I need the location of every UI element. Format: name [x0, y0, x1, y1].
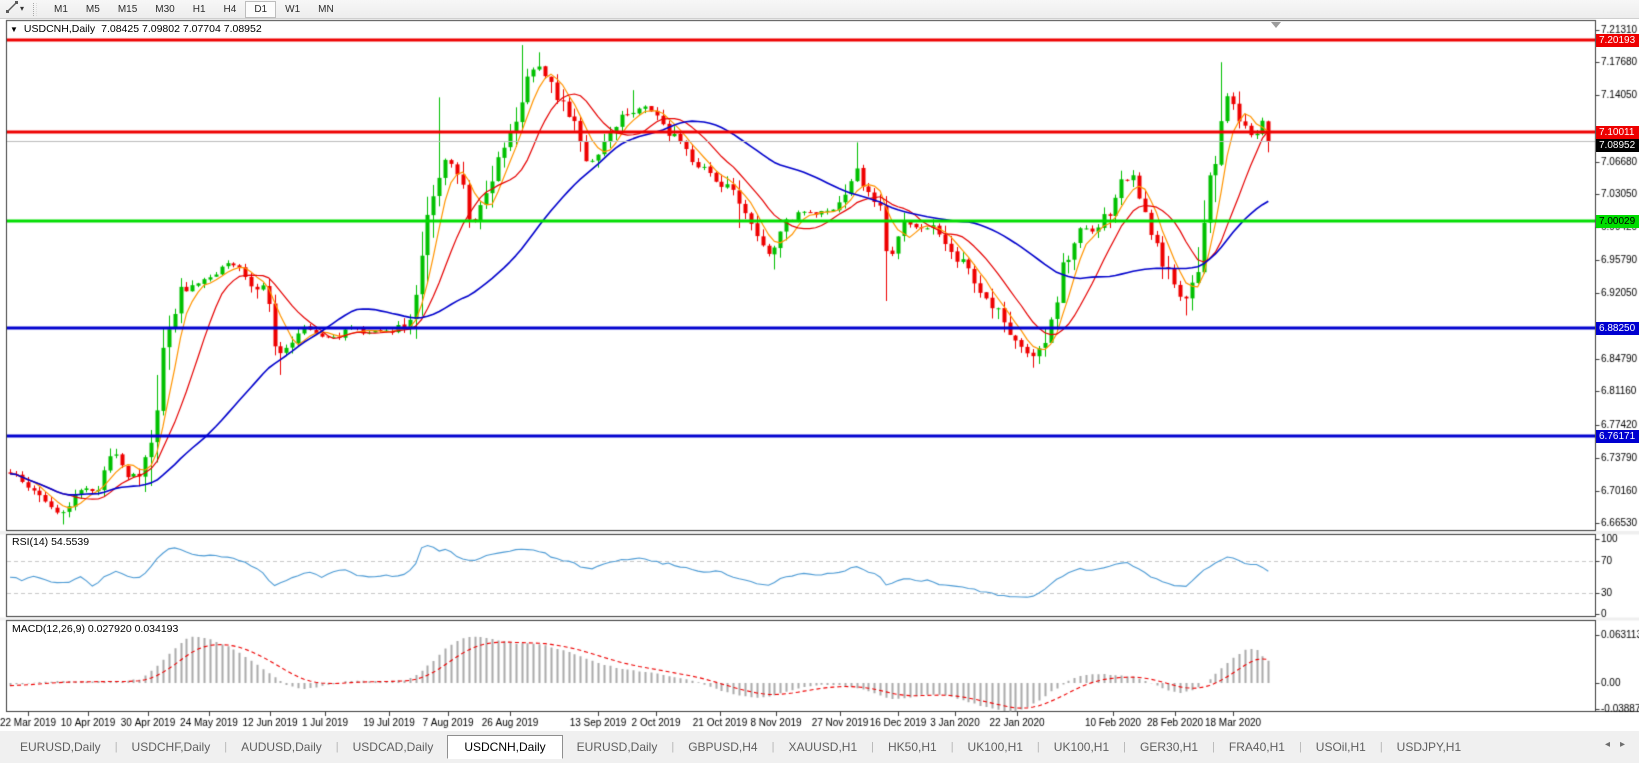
timeframe-button-m15[interactable]: M15	[117, 3, 138, 15]
toolbar-grip	[33, 2, 38, 16]
timeframe-button-m1[interactable]: M1	[54, 3, 68, 15]
chart-title: ▼ USDCNH,Daily 7.08425 7.09802 7.07704 7…	[10, 23, 262, 35]
tab-scroll-arrows: ◂ ▸	[1605, 740, 1625, 750]
price-chip-7.20193: 7.20193	[1596, 34, 1639, 47]
tab-eurusd-daily-5[interactable]: EURUSD,Daily	[576, 740, 658, 754]
timeframe-button-mn[interactable]: MN	[318, 3, 334, 15]
timeframe-button-h4[interactable]: H4	[223, 3, 237, 15]
price-chip-7.00029: 7.00029	[1596, 215, 1639, 228]
tab-separator: |	[1212, 741, 1215, 753]
tab-separator: |	[335, 741, 339, 753]
chart-window: ▼ USDCNH,Daily 7.08425 7.09802 7.07704 7…	[0, 19, 1639, 731]
tab-separator: |	[1298, 741, 1302, 753]
price-chip-7.08952: 7.08952	[1596, 139, 1639, 152]
tab-audusd-daily-2[interactable]: AUDUSD,Daily	[241, 740, 322, 754]
tab-usoil-h1-13[interactable]: USOil,H1	[1315, 740, 1366, 754]
tab-separator: |	[224, 741, 228, 753]
tab-separator: |	[1379, 741, 1383, 753]
timeframe-button-d1[interactable]: D1	[245, 0, 277, 18]
price-chip-6.88250: 6.88250	[1596, 322, 1639, 335]
timeframe-button-m30[interactable]: M30	[155, 3, 175, 15]
symbol-tab-bar: EURUSD,Daily | USDCHF,Daily | AUDUSD,Daily | U…	[0, 731, 1639, 763]
price-chip-6.76171: 6.76171	[1596, 430, 1639, 443]
tab-uk100-h1-10[interactable]: UK100,H1	[1053, 740, 1110, 754]
symbol-tabs: EURUSD,Daily | USDCHF,Daily | AUDUSD,Daily | U…	[6, 734, 1475, 759]
tab-xauusd-h1-7[interactable]: XAUUSD,H1	[788, 740, 858, 754]
chart-shift-marker-icon[interactable]	[1271, 22, 1281, 28]
tab-fra40-h1-12[interactable]: FRA40,H1	[1228, 740, 1285, 754]
tab-separator: |	[1123, 741, 1127, 753]
scroll-tabs-left-icon[interactable]: ◂	[1604, 739, 1610, 750]
ohlc-values: 7.08425 7.09802 7.07704 7.08952	[101, 23, 262, 35]
tab-separator: |	[671, 741, 675, 753]
timeframe-button-m5[interactable]: M5	[85, 3, 100, 15]
macd-indicator-label: MACD(12,26,9) 0.027920 0.034193	[12, 623, 179, 635]
tab-usdcnh-daily-4[interactable]: USDCNH,Daily	[447, 734, 563, 759]
tab-separator: |	[950, 741, 954, 753]
rsi-indicator-label: RSI(14) 54.5539	[12, 536, 90, 548]
tab-eurusd-daily-0[interactable]: EURUSD,Daily	[20, 740, 101, 754]
timeframe-button-w1[interactable]: W1	[285, 3, 301, 15]
tab-separator: |	[771, 741, 775, 753]
scroll-tabs-right-icon[interactable]: ▸	[1619, 739, 1625, 750]
price-chip-7.10011: 7.10011	[1596, 126, 1639, 139]
timeframe-buttons: M1 M5 M15 M30 H1 H4 D1 W1 MN	[45, 0, 343, 18]
tab-usdcad-daily-3[interactable]: USDCAD,Daily	[352, 740, 434, 754]
tab-hk50-h1-8[interactable]: HK50,H1	[887, 740, 937, 754]
timeframe-button-h1[interactable]: H1	[192, 3, 206, 15]
tab-uk100-h1-9[interactable]: UK100,H1	[967, 740, 1023, 754]
tab-gbpusd-h4-6[interactable]: GBPUSD,H4	[688, 740, 758, 754]
tab-usdjpy-h1-14[interactable]: USDJPY,H1	[1396, 740, 1462, 754]
symbol-timeframe-label: USDCNH,Daily	[23, 23, 96, 35]
tab-ger30-h1-11[interactable]: GER30,H1	[1140, 740, 1199, 754]
price-chart-canvas[interactable]	[0, 19, 1639, 731]
tab-usdchf-daily-1[interactable]: USDCHF,Daily	[131, 740, 211, 754]
tab-separator: |	[114, 741, 118, 753]
symbol-dropdown-icon[interactable]: ▼	[10, 24, 18, 34]
tab-separator: |	[871, 741, 874, 753]
toolbar: ▾ M1 M5 M15 M30 H1 H4 D1 W1 MN	[0, 0, 1639, 19]
line-studies-icon[interactable]	[5, 0, 19, 19]
tab-separator: |	[1036, 741, 1040, 753]
line-studies-dropdown-icon[interactable]: ▾	[20, 4, 25, 13]
